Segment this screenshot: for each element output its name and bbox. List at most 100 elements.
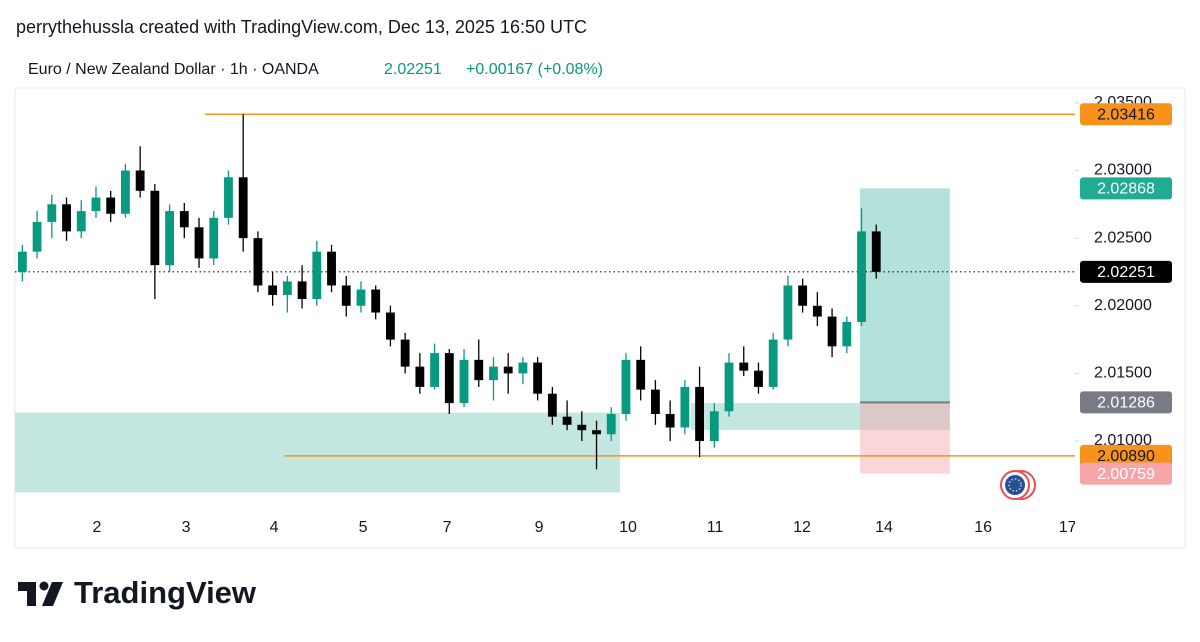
y-tick-label: 2.03000 xyxy=(1094,162,1152,179)
candle-body xyxy=(459,359,469,404)
x-tick-label: 2 xyxy=(93,519,102,536)
caption: perrythehussla created with TradingView.… xyxy=(16,17,587,37)
candle-body xyxy=(709,411,719,442)
candle-body xyxy=(253,238,263,286)
candle-body xyxy=(415,366,425,387)
candle-body xyxy=(827,316,837,347)
candle-body xyxy=(106,197,116,214)
target-zone xyxy=(860,188,950,403)
candle-body xyxy=(91,197,101,212)
x-tick-label: 10 xyxy=(619,519,637,536)
candle-body xyxy=(32,221,42,252)
candle-body xyxy=(47,204,57,222)
zone xyxy=(690,403,950,430)
candle-body xyxy=(62,204,71,232)
x-tick-label: 14 xyxy=(875,519,893,536)
last-price: 2.02251 xyxy=(384,61,442,78)
plot-area: 2 3 4 5 7 9 10 11 12 14 16 17 xyxy=(15,113,1077,536)
x-tick-label: 9 xyxy=(535,519,544,536)
line-price-label-box xyxy=(1080,103,1172,126)
candle-body xyxy=(400,339,410,367)
line-price-label: 2.00890 xyxy=(1097,448,1155,465)
candle-body xyxy=(562,416,572,425)
candle-body xyxy=(695,386,704,442)
candle-body xyxy=(135,170,145,191)
chart-frame xyxy=(14,87,1186,549)
candle-body xyxy=(121,170,130,214)
candle-body xyxy=(430,353,439,387)
candle-body xyxy=(606,413,616,435)
candle-body xyxy=(165,211,174,266)
candle-body xyxy=(665,413,675,428)
x-tick-label: 7 xyxy=(443,519,452,536)
candle-body xyxy=(871,231,881,272)
candle-body xyxy=(489,366,498,381)
brand-logo xyxy=(18,581,63,606)
entry-price-label-box xyxy=(1080,391,1172,414)
zone xyxy=(15,412,621,493)
candle-body xyxy=(238,177,248,239)
y-tick-label: 2.02500 xyxy=(1094,229,1152,246)
x-tick-label: 4 xyxy=(270,519,279,536)
candle-body xyxy=(282,281,292,295)
candle-body xyxy=(194,227,204,259)
candle-body xyxy=(812,305,822,317)
line-price-label-box xyxy=(1080,444,1172,467)
candle-body xyxy=(592,430,601,435)
candle-body xyxy=(444,353,454,404)
candle-body xyxy=(798,285,808,306)
line-price-label: 2.03416 xyxy=(1097,106,1155,123)
candle-body xyxy=(577,424,587,431)
target-price-label-box xyxy=(1080,177,1172,200)
candle-body xyxy=(224,177,233,218)
candle-body xyxy=(356,289,366,306)
candle-body xyxy=(371,289,381,313)
candle-body xyxy=(209,217,219,259)
target-price-label: 2.02868 xyxy=(1097,181,1155,198)
last-price-label: 2.02251 xyxy=(1097,264,1155,281)
candle-body xyxy=(547,393,557,417)
flag-icon xyxy=(1000,470,1036,500)
stop-zone xyxy=(860,402,950,474)
last-price-label-box xyxy=(1080,260,1172,283)
candle-body xyxy=(651,389,660,414)
price-axis: 2.035002.030002.025002.020002.015002.010… xyxy=(1075,94,1172,485)
candle-body xyxy=(312,251,322,299)
candle-body xyxy=(768,339,778,387)
x-tick-label: 12 xyxy=(793,519,811,536)
candle-body xyxy=(783,285,793,340)
candle-body xyxy=(680,386,690,428)
candle-body xyxy=(857,231,866,322)
price-change: +0.00167 (+0.08%) xyxy=(466,61,603,78)
candle-body xyxy=(386,312,395,340)
stop-price-label-box xyxy=(1080,462,1172,485)
candle-body xyxy=(503,366,513,374)
candle-body xyxy=(179,211,189,228)
candle-body xyxy=(842,321,852,347)
candle-body xyxy=(17,251,27,272)
candle-body xyxy=(533,362,543,394)
candle-body xyxy=(150,190,160,266)
candle-body xyxy=(739,362,749,371)
y-tick-label: 2.01500 xyxy=(1094,365,1152,382)
candle-body xyxy=(754,370,763,387)
candle-body xyxy=(76,211,86,232)
brand: TradingView xyxy=(74,575,257,610)
x-tick-label: 17 xyxy=(1059,519,1077,536)
y-tick-label: 2.02000 xyxy=(1094,297,1152,314)
candle-body xyxy=(327,251,336,286)
candle-body xyxy=(724,362,734,412)
candle-body xyxy=(268,285,278,295)
chart-title: Euro / New Zealand Dollar · 1h · OANDA xyxy=(28,61,319,78)
candle-body xyxy=(621,359,631,414)
candle-body xyxy=(636,359,646,390)
candle-body xyxy=(518,362,528,374)
x-tick-label: 16 xyxy=(974,519,992,536)
candle-body xyxy=(474,359,484,381)
x-tick-label: 5 xyxy=(359,519,368,536)
stop-price-label: 2.00759 xyxy=(1097,466,1155,483)
x-tick-label: 3 xyxy=(182,519,191,536)
x-tick-label: 11 xyxy=(707,519,724,536)
